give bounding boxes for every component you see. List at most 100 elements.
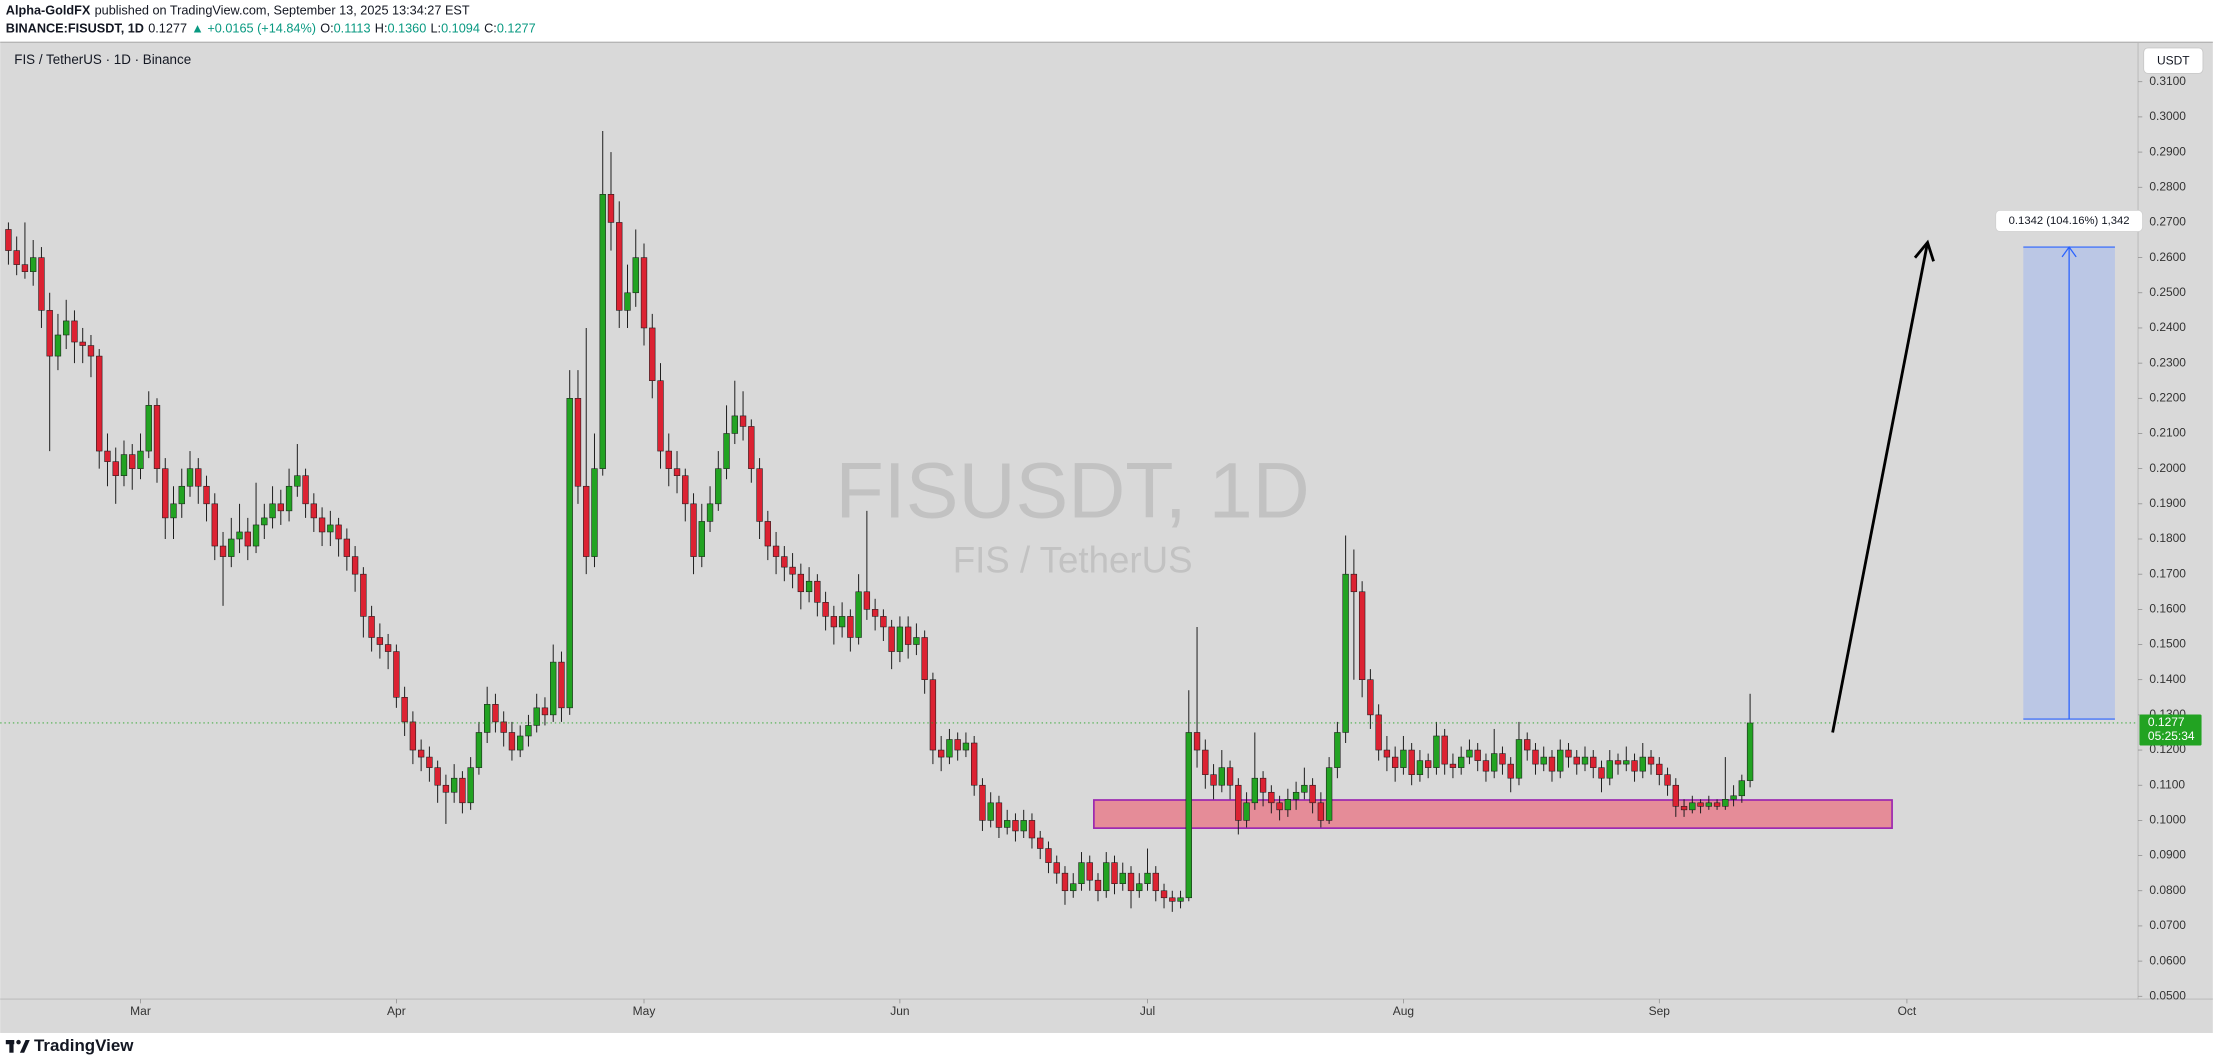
candle-body bbox=[1524, 739, 1531, 751]
y-tick-label: 0.0700 bbox=[2149, 918, 2186, 932]
published: published on TradingView.com, September … bbox=[95, 4, 470, 18]
candle-body bbox=[1037, 837, 1044, 849]
candle-body bbox=[1433, 735, 1440, 768]
candle-body bbox=[459, 777, 466, 804]
candle-body bbox=[797, 573, 805, 593]
candle-body bbox=[63, 320, 70, 336]
candle-body bbox=[1623, 760, 1630, 765]
candle-body bbox=[1235, 784, 1242, 821]
candle-body bbox=[880, 616, 887, 628]
header-line-2: BINANCE:FISUSDT, 1D 0.1277 ▲ +0.0165 (+14.… bbox=[6, 22, 536, 36]
y-tick-label: 0.2100 bbox=[2149, 426, 2186, 440]
candle-body bbox=[1334, 732, 1341, 768]
candle-body bbox=[13, 250, 20, 265]
candle-body bbox=[401, 697, 408, 723]
trend-arrow-head bbox=[1913, 239, 1935, 262]
candle-body bbox=[1424, 760, 1432, 768]
y-tick-label: 0.1700 bbox=[2149, 566, 2186, 580]
candle-body bbox=[1482, 760, 1490, 772]
candle-body bbox=[467, 767, 474, 804]
candle-body bbox=[1325, 767, 1333, 821]
candle-body bbox=[442, 784, 450, 793]
candle-body bbox=[178, 485, 185, 505]
countdown-label: 05:25:34 bbox=[2148, 729, 2195, 743]
candle-body bbox=[1342, 573, 1349, 733]
candle-body bbox=[1103, 862, 1110, 892]
candle-body bbox=[1136, 883, 1143, 892]
x-tick-label: May bbox=[633, 1004, 656, 1018]
candle-body bbox=[1408, 749, 1415, 775]
y-tick-label: 0.2700 bbox=[2149, 215, 2186, 229]
candle-body bbox=[690, 503, 697, 557]
candle-body bbox=[335, 524, 342, 540]
y-tick-label: 0.3000 bbox=[2149, 109, 2186, 123]
candle-body bbox=[1350, 573, 1358, 593]
candle-body bbox=[1259, 777, 1267, 793]
candle-body bbox=[607, 194, 615, 223]
candle-body bbox=[913, 637, 920, 645]
candle-body bbox=[1416, 760, 1424, 775]
candle-body bbox=[1358, 591, 1366, 680]
candle-body bbox=[1614, 760, 1622, 765]
y-tick-label: 0.2000 bbox=[2149, 461, 2186, 475]
candle-body bbox=[1292, 791, 1300, 800]
candle-body bbox=[1169, 897, 1176, 902]
candle-body bbox=[1573, 756, 1580, 765]
candle-body bbox=[236, 531, 243, 540]
candle-body bbox=[1713, 802, 1721, 807]
candle-body bbox=[1375, 714, 1382, 751]
candle-body bbox=[1557, 749, 1564, 772]
candle-body bbox=[731, 415, 738, 434]
y-tick-label: 0.1800 bbox=[2149, 531, 2186, 545]
candle-body bbox=[1647, 756, 1655, 765]
candle-body bbox=[1268, 791, 1275, 804]
currency-label[interactable]: USDT bbox=[2157, 54, 2190, 68]
last: 0.1277 bbox=[148, 22, 187, 36]
support-zone bbox=[1093, 799, 1893, 829]
header-line-1: Alpha-GoldFX published on TradingView.com… bbox=[6, 4, 470, 18]
candle-body bbox=[1160, 890, 1168, 899]
candle-body bbox=[1590, 756, 1597, 768]
candle-body bbox=[104, 450, 111, 462]
symbol: BINANCE:FISUSDT, 1D bbox=[6, 22, 144, 36]
ohlc-key: L: bbox=[431, 22, 442, 36]
candle-body bbox=[508, 732, 516, 751]
candle-body bbox=[351, 556, 359, 575]
candle-body bbox=[1078, 862, 1085, 884]
candle-body bbox=[343, 538, 351, 557]
candle-body bbox=[533, 707, 540, 726]
candle-body bbox=[1251, 777, 1258, 804]
candle-body bbox=[1226, 767, 1234, 786]
candle-body bbox=[384, 644, 392, 652]
ohlc-value: 0.1094 bbox=[441, 22, 480, 36]
candle-body bbox=[1449, 763, 1457, 768]
candle-body bbox=[252, 524, 260, 547]
candle-body bbox=[500, 721, 507, 733]
candle-body bbox=[979, 784, 986, 821]
y-tick-label: 0.2800 bbox=[2149, 179, 2186, 193]
candle-body bbox=[327, 524, 334, 533]
currency-button[interactable] bbox=[2143, 47, 2204, 74]
candle-body bbox=[368, 616, 375, 638]
candle-body bbox=[558, 661, 565, 709]
ohlc-key: H: bbox=[375, 22, 388, 36]
candle-body bbox=[1606, 760, 1613, 779]
last-price-box bbox=[2139, 714, 2202, 746]
candle-body bbox=[112, 461, 119, 476]
candle-body bbox=[1317, 802, 1325, 821]
candle-body bbox=[219, 545, 227, 557]
watermark-sub: FIS / TetherUS bbox=[953, 540, 1193, 581]
position-label: 0.1342 (104.16%) 1,342 bbox=[2009, 215, 2130, 227]
candle-body bbox=[1581, 756, 1589, 765]
candle-body bbox=[1053, 862, 1060, 874]
x-tick-label: Oct bbox=[1898, 1004, 1917, 1018]
candle-body bbox=[137, 450, 144, 469]
candle-body bbox=[541, 707, 549, 716]
x-tick-label: Apr bbox=[387, 1004, 406, 1018]
y-tick-label: 0.0900 bbox=[2149, 848, 2186, 862]
author: Alpha-GoldFX bbox=[6, 4, 91, 18]
candle-body bbox=[434, 767, 441, 786]
candle-body bbox=[847, 616, 854, 638]
candle-body bbox=[285, 485, 293, 512]
candle-body bbox=[838, 616, 846, 628]
